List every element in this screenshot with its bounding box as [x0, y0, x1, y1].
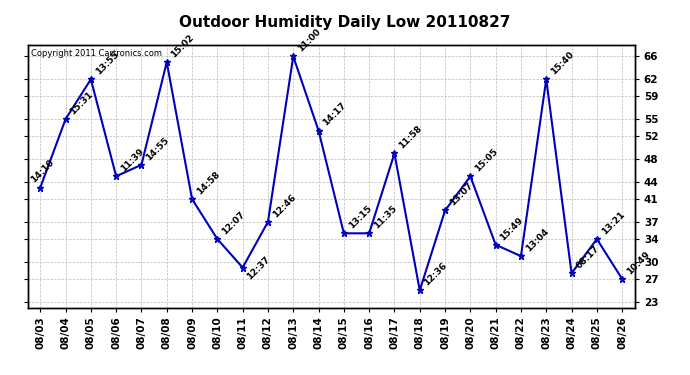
Text: 11:39: 11:39	[119, 147, 146, 174]
Text: 15:49: 15:49	[498, 215, 525, 242]
Text: 14:58: 14:58	[195, 170, 221, 196]
Text: 15:31: 15:31	[68, 90, 95, 116]
Text: 12:37: 12:37	[246, 255, 272, 282]
Text: 13:15: 13:15	[346, 204, 373, 231]
Text: 14:10: 14:10	[29, 158, 56, 185]
Text: 12:36: 12:36	[422, 261, 449, 288]
Text: 08:17: 08:17	[574, 244, 601, 270]
Text: 14:17: 14:17	[322, 101, 348, 128]
Text: 13:21: 13:21	[600, 210, 627, 236]
Text: 11:00: 11:00	[296, 27, 322, 54]
Text: 15:05: 15:05	[473, 147, 500, 174]
Text: 15:02: 15:02	[170, 33, 196, 59]
Text: 12:07: 12:07	[220, 210, 247, 236]
Text: 13:07: 13:07	[448, 181, 475, 208]
Text: 12:46: 12:46	[270, 192, 297, 219]
Text: 14:55: 14:55	[144, 135, 171, 162]
Text: 11:58: 11:58	[397, 124, 424, 151]
Text: Outdoor Humidity Daily Low 20110827: Outdoor Humidity Daily Low 20110827	[179, 15, 511, 30]
Text: Copyright 2011 Cartronics.com: Copyright 2011 Cartronics.com	[30, 49, 161, 58]
Text: 11:35: 11:35	[372, 204, 399, 231]
Text: 13:55: 13:55	[94, 50, 120, 76]
Text: 15:40: 15:40	[549, 50, 575, 76]
Text: 10:49: 10:49	[625, 249, 651, 276]
Text: 13:04: 13:04	[524, 227, 551, 254]
